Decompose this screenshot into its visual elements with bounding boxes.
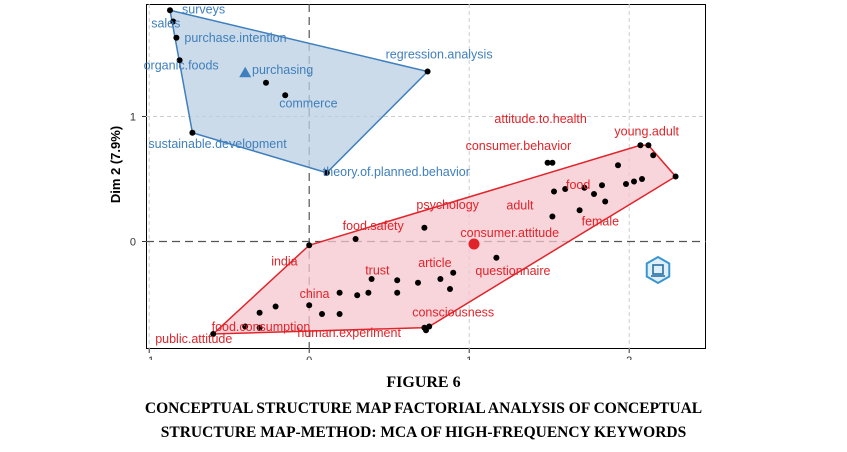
keyword-point (672, 173, 679, 180)
cluster-2-centroid (468, 238, 480, 250)
keyword-label: trust (365, 263, 390, 277)
keyword-label: regression.analysis (386, 48, 493, 62)
keyword-label: article (418, 256, 451, 270)
keyword-point (549, 159, 556, 166)
keyword-point (365, 289, 372, 296)
keyword-point (336, 311, 343, 317)
biblioshiny-logo-icon (645, 255, 671, 285)
x-tick-label: -1 (144, 355, 154, 360)
keyword-point (562, 186, 569, 192)
keyword-point (637, 142, 644, 149)
keyword-point (623, 181, 629, 187)
keyword-point (650, 152, 657, 159)
keyword-point (306, 302, 313, 309)
keyword-label: organic.foods (144, 58, 219, 72)
keyword-point (581, 184, 588, 191)
keyword-label: surveys (182, 2, 225, 16)
keyword-label: female (582, 214, 620, 228)
logo-building-icon (652, 264, 664, 275)
keyword-point (423, 327, 429, 334)
keyword-point (176, 57, 183, 64)
keyword-point (437, 276, 444, 282)
y-tick-label: 1 (130, 112, 136, 124)
keyword-point (599, 182, 605, 189)
keyword-point (549, 213, 556, 220)
keyword-point (602, 198, 609, 205)
keyword-label: adult (506, 199, 534, 213)
keyword-label: attitude.to.health (494, 112, 586, 126)
keyword-point (167, 7, 173, 14)
keyword-point (319, 311, 325, 317)
keyword-point (394, 289, 401, 296)
keyword-point (368, 276, 375, 282)
keyword-label: consumer.attitude (460, 226, 559, 240)
keyword-point (173, 34, 180, 41)
keyword-point (352, 236, 359, 242)
keyword-label: consumer.behavior (466, 139, 572, 153)
cluster-1-centroid (239, 66, 252, 78)
keyword-label: consciousness (412, 306, 494, 320)
keyword-label: sales (151, 17, 180, 31)
keyword-point (576, 207, 583, 214)
keyword-point (421, 224, 428, 231)
keyword-point (242, 323, 249, 330)
keyword-point (306, 242, 313, 249)
keyword-point (450, 269, 457, 276)
keyword-label: young.adult (614, 124, 679, 138)
keyword-point (415, 279, 421, 286)
keyword-label: human.experiment (297, 326, 401, 340)
keyword-point (645, 142, 652, 149)
y-axis-title: Dim 2 (7.9%) (108, 126, 123, 203)
keyword-point (631, 178, 637, 185)
keyword-label: china (300, 287, 330, 301)
keyword-point (189, 129, 196, 136)
x-tick-label: 0 (306, 355, 312, 360)
keyword-point (424, 68, 431, 75)
figure-title-line-2: STRUCTURE MAP-METHOD: MCA OF HIGH-FREQUE… (160, 424, 687, 441)
y-tick-label: 0 (130, 237, 136, 249)
keyword-point (447, 286, 453, 292)
figure-number: FIGURE 6 (386, 374, 461, 391)
keyword-label: questionnaire (475, 264, 550, 278)
keyword-label: public.attitude (155, 332, 232, 346)
keyword-point (544, 159, 551, 166)
keyword-point (551, 188, 557, 195)
keyword-point (272, 303, 279, 310)
keyword-point (263, 79, 269, 86)
keyword-label: food.consumption (212, 320, 311, 334)
keyword-point (210, 331, 217, 337)
keyword-point (256, 309, 263, 316)
keyword-point (615, 162, 621, 169)
keyword-point (282, 92, 289, 99)
keyword-label: sustainable.development (148, 137, 287, 151)
keyword-point (256, 324, 263, 331)
keyword-point (591, 191, 597, 197)
x-tick-label: 2 (626, 355, 632, 360)
keyword-label: commerce (279, 96, 337, 110)
keyword-point (170, 18, 177, 25)
keyword-point (639, 176, 645, 182)
keyword-point (394, 277, 401, 284)
keyword-label: purchasing (252, 63, 313, 77)
keyword-point (493, 254, 500, 261)
keyword-label: india (271, 254, 297, 268)
keyword-point (323, 169, 330, 176)
keyword-point (354, 292, 361, 299)
keyword-label: food.safety (343, 219, 405, 233)
keyword-label: theory.of.planned.behavior (323, 165, 470, 179)
keyword-label: food (566, 178, 590, 192)
keyword-label: purchase.intention (184, 31, 286, 45)
figure-title-line-1: CONCEPTUAL STRUCTURE MAP FACTORIAL ANALY… (144, 400, 703, 417)
keyword-label: psychology (416, 198, 479, 212)
x-tick-label: 1 (466, 355, 472, 360)
keyword-point (336, 289, 343, 296)
